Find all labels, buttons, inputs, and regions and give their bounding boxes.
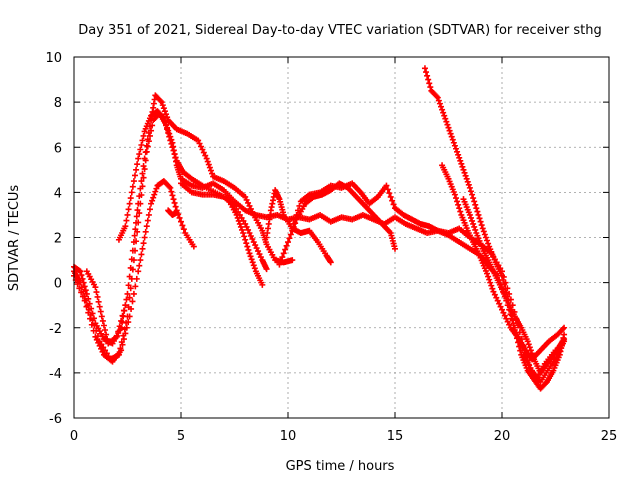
x-tick-label: 5 — [177, 429, 185, 444]
series-track-12 — [439, 162, 568, 363]
y-tick-label: -2 — [49, 322, 62, 337]
chart-title: Day 351 of 2021, Sidereal Day-to-day VTE… — [78, 23, 602, 38]
series-track-11 — [421, 65, 568, 392]
data-point-markers — [460, 196, 568, 376]
series-track-13 — [460, 196, 568, 376]
data-points — [71, 65, 568, 392]
y-tick-labels: -6 -4 -2 0 2 4 6 8 10 — [45, 51, 62, 427]
data-point-markers — [439, 162, 568, 363]
x-tick-label: 20 — [494, 429, 511, 444]
series-track-3 — [71, 178, 197, 365]
x-tick-label: 10 — [280, 429, 297, 444]
series-track-6 — [165, 207, 180, 218]
data-point-markers — [71, 178, 197, 365]
y-tick-label: 4 — [54, 186, 62, 201]
y-tick-label: 0 — [54, 277, 62, 292]
x-tick-labels: 0 5 10 15 20 25 — [70, 429, 617, 444]
data-point-markers — [178, 180, 270, 273]
y-tick-label: 2 — [54, 232, 62, 247]
series-track-1 — [71, 110, 559, 383]
y-axis-label: SDTVAR / TECUs — [7, 185, 22, 292]
data-point-markers — [71, 92, 296, 347]
y-tick-label: 6 — [54, 141, 62, 156]
x-axis-label: GPS time / hours — [286, 459, 395, 474]
y-tick-label: 10 — [45, 51, 62, 66]
y-tick-label: 8 — [54, 96, 62, 111]
x-tick-label: 15 — [387, 429, 404, 444]
series-track-7 — [178, 180, 270, 273]
series-track-2 — [71, 92, 296, 347]
data-point-markers — [83, 268, 129, 347]
data-point-markers — [263, 187, 334, 266]
data-point-markers — [421, 65, 568, 392]
x-tick-label: 0 — [70, 429, 78, 444]
series-track-8 — [263, 187, 334, 266]
y-tick-label: -6 — [49, 412, 62, 427]
data-point-markers — [165, 207, 180, 218]
plot-frame — [73, 56, 610, 419]
series-track-4 — [83, 268, 129, 347]
data-point-markers — [71, 110, 559, 383]
y-tick-label: -4 — [49, 367, 62, 382]
x-tick-label: 25 — [601, 429, 618, 444]
